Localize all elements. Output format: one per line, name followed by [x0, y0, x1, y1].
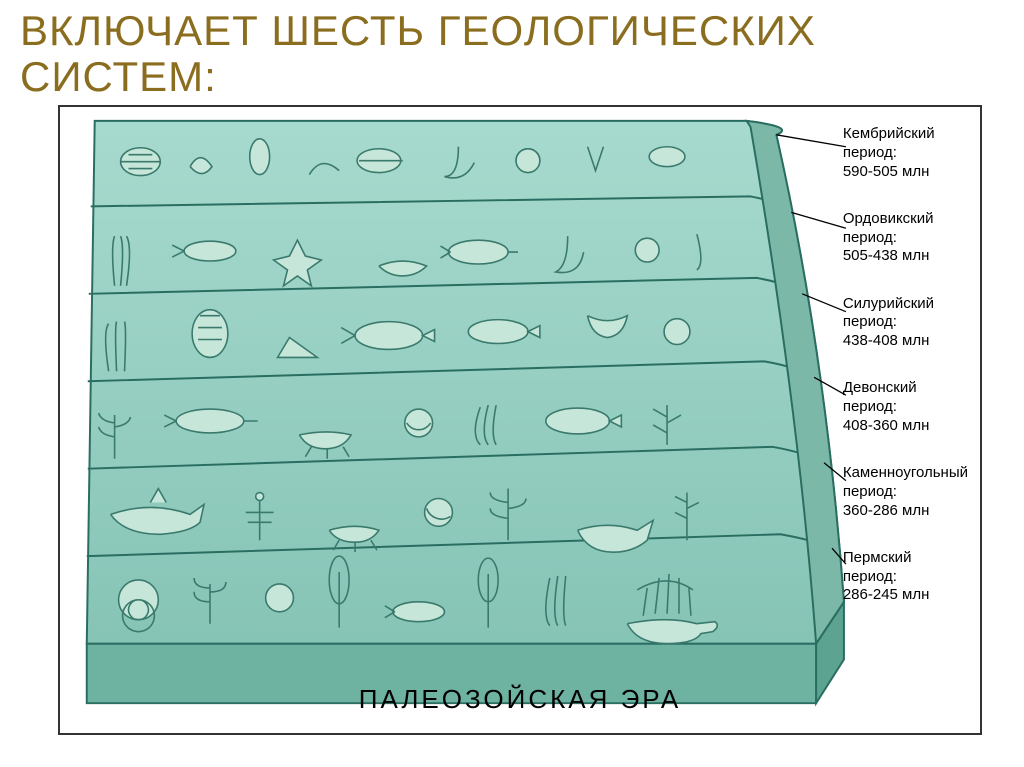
period-range: 590-505 млн: [843, 163, 930, 180]
period-suffix: период:: [843, 398, 897, 415]
period-name: Пермский: [843, 549, 912, 566]
period-suffix: период:: [843, 144, 897, 161]
period-cambrian: Кембрийский период: 590-505 млн: [843, 125, 968, 181]
period-name: Каменноугольный: [843, 464, 968, 481]
period-range: 438-408 млн: [843, 332, 930, 349]
period-range: 286-245 млн: [843, 586, 930, 603]
period-name: Силурийский: [843, 295, 934, 312]
period-silurian: Силурийский период: 438-408 млн: [843, 295, 968, 351]
period-name: Кембрийский: [843, 125, 935, 142]
period-carboniferous: Каменноугольный период: 360-286 млн: [843, 464, 968, 520]
period-name: Девонский: [843, 379, 917, 396]
period-ordovician: Ордовикский период: 505-438 млн: [843, 210, 968, 266]
period-suffix: период:: [843, 483, 897, 500]
period-name: Ордовикский: [843, 210, 934, 227]
era-label: ПАЛЕОЗОЙСКАЯ ЭРА: [60, 684, 980, 715]
period-devonian: Девонский период: 408-360 млн: [843, 379, 968, 435]
diagram-container: Кембрийский период: 590-505 млн Ордовикс…: [58, 105, 982, 735]
period-range: 408-360 млн: [843, 417, 930, 434]
period-permian: Пермский период: 286-245 млн: [843, 549, 968, 605]
period-suffix: период:: [843, 313, 897, 330]
period-suffix: период:: [843, 229, 897, 246]
page-title: ВКЛЮЧАЕТ ШЕСТЬ ГЕОЛОГИЧЕСКИХ СИСТЕМ:: [0, 0, 1024, 100]
period-range: 505-438 млн: [843, 247, 930, 264]
period-range: 360-286 млн: [843, 502, 930, 519]
period-suffix: период:: [843, 568, 897, 585]
period-labels: Кембрийский период: 590-505 млн Ордовикс…: [843, 125, 968, 605]
